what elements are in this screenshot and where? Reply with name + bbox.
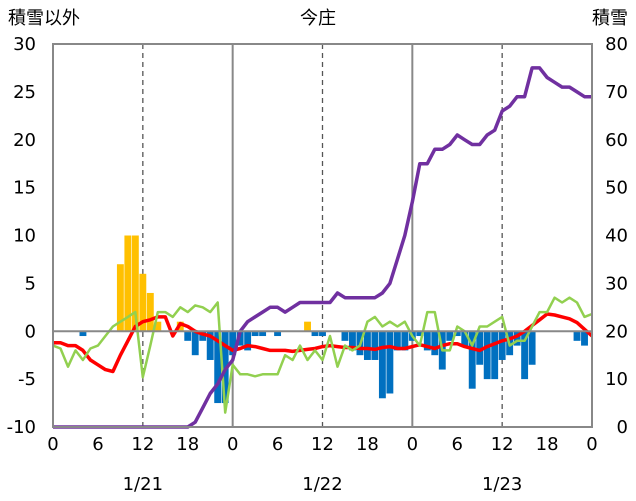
precip-bar <box>364 331 371 360</box>
right-tick-label: 40 <box>605 226 628 247</box>
x-tick-label: 0 <box>227 434 238 455</box>
precip-bar <box>184 331 191 341</box>
date-label: 1/22 <box>302 474 342 495</box>
precip-bar <box>192 331 199 355</box>
precip-bar <box>386 331 393 393</box>
left-tick-label: -10 <box>7 417 36 438</box>
left-tick-label: 15 <box>13 178 36 199</box>
left-tick-label: 25 <box>13 82 36 103</box>
right-axis-title: 積雪 <box>592 8 628 29</box>
precip-bar <box>342 331 349 341</box>
precip-bar <box>431 331 438 355</box>
left-tick-label: 20 <box>13 130 36 151</box>
precip-bar <box>147 293 154 331</box>
left-tick-label: 10 <box>13 226 36 247</box>
x-tick-label: 0 <box>586 434 597 455</box>
chart-title: 今庄 <box>300 8 336 29</box>
x-tick-label: 0 <box>407 434 418 455</box>
precip-bar <box>304 322 311 332</box>
x-tick-label: 12 <box>311 434 334 455</box>
precip-bar <box>484 331 491 379</box>
x-tick-label: 12 <box>491 434 514 455</box>
right-tick-label: 80 <box>605 34 628 55</box>
right-tick-label: 0 <box>617 417 628 438</box>
precip-bar <box>529 331 536 365</box>
precip-bar <box>379 331 386 398</box>
right-tick-label: 30 <box>605 273 628 294</box>
x-tick-label: 18 <box>176 434 199 455</box>
precip-bar <box>574 331 581 341</box>
x-tick-label: 6 <box>452 434 463 455</box>
x-tick-label: 6 <box>272 434 283 455</box>
right-tick-label: 50 <box>605 178 628 199</box>
x-tick-label: 18 <box>536 434 559 455</box>
date-label: 1/21 <box>123 474 163 495</box>
left-tick-label: 5 <box>25 273 36 294</box>
right-tick-label: 20 <box>605 321 628 342</box>
x-tick-label: 18 <box>356 434 379 455</box>
left-tick-label: 30 <box>13 34 36 55</box>
right-tick-label: 10 <box>605 369 628 390</box>
x-tick-label: 12 <box>131 434 154 455</box>
x-tick-label: 0 <box>47 434 58 455</box>
x-tick-label: 6 <box>92 434 103 455</box>
date-label: 1/23 <box>482 474 522 495</box>
right-tick-label: 70 <box>605 82 628 103</box>
left-axis-title: 積雪以外 <box>8 8 80 29</box>
precip-bar <box>499 331 506 360</box>
left-tick-label: -5 <box>18 369 36 390</box>
precip-bar <box>371 331 378 360</box>
right-tick-label: 60 <box>605 130 628 151</box>
precip-bar <box>491 331 498 379</box>
left-tick-label: 0 <box>25 321 36 342</box>
